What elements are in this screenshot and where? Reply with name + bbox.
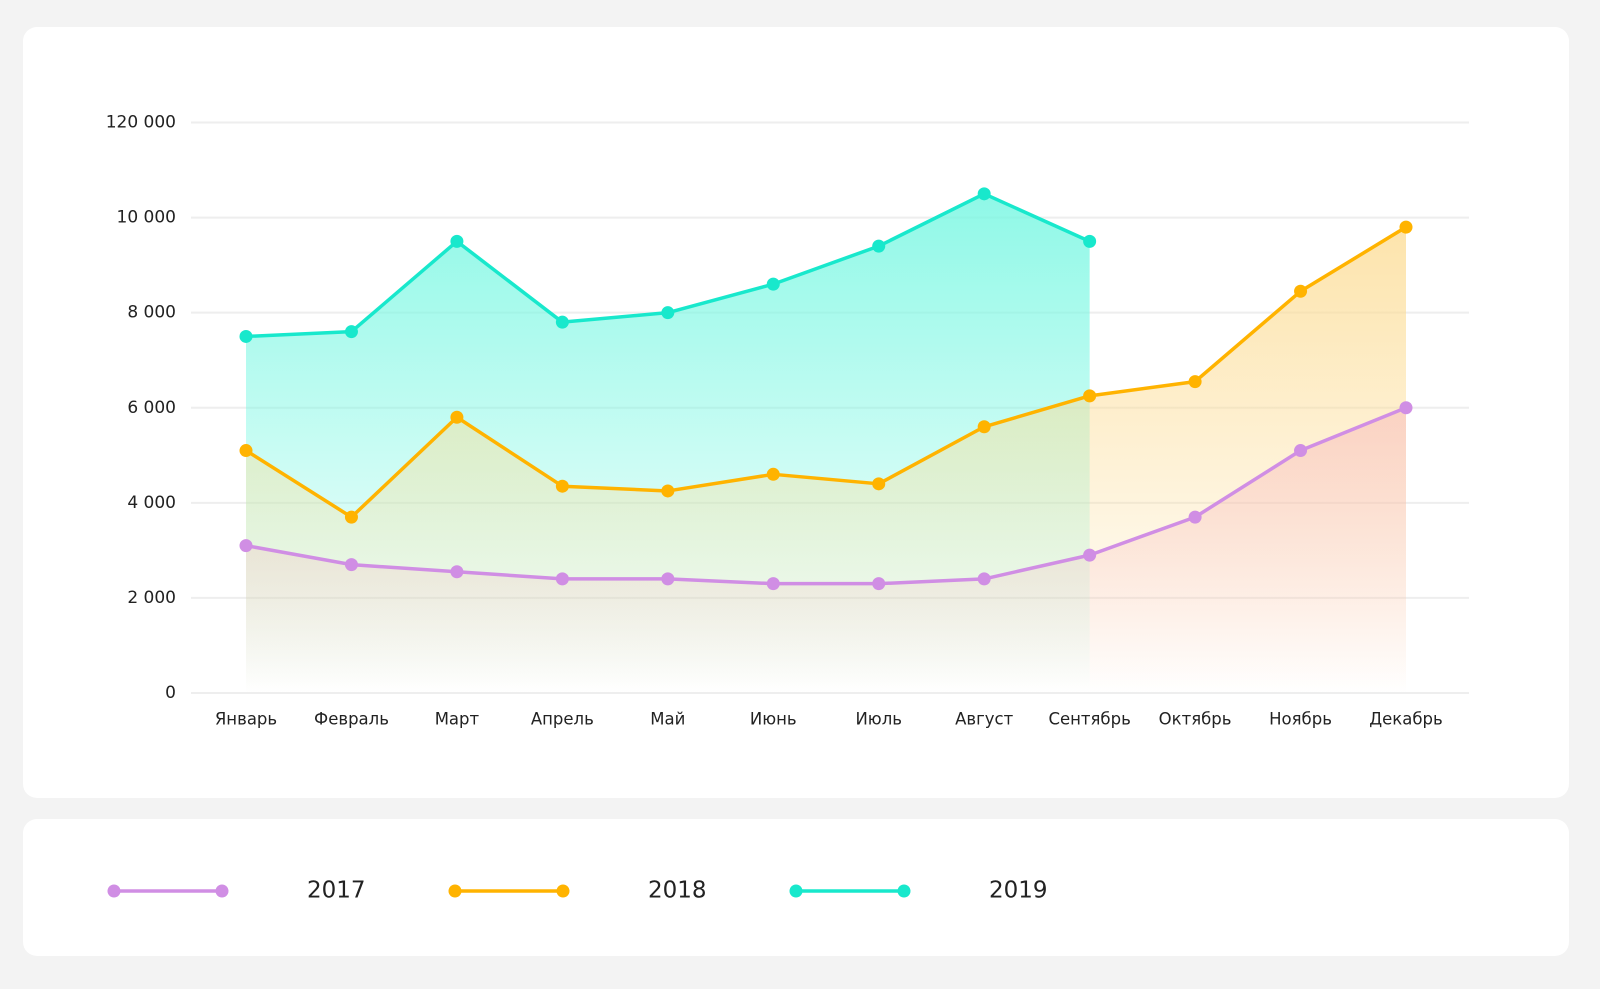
x-tick-label: Сентябрь <box>1048 710 1130 729</box>
point <box>1399 220 1413 234</box>
point <box>344 325 358 339</box>
point <box>872 239 886 253</box>
x-tick-label: Ноябрь <box>1269 710 1332 729</box>
legend-dot <box>215 884 229 898</box>
y-tick-label: 2 000 <box>127 588 176 608</box>
point <box>344 558 358 572</box>
point <box>450 234 464 248</box>
line <box>245 225 1407 519</box>
y-tick-label: 10 000 <box>117 208 176 228</box>
legend-dot <box>556 884 570 898</box>
x-tick-label: Май <box>650 710 685 729</box>
point <box>555 315 569 329</box>
x-tick-label: Июнь <box>750 710 797 729</box>
y-tick-label: 0 <box>165 683 176 703</box>
point <box>1294 444 1308 458</box>
point <box>977 572 991 586</box>
x-tick-label: Декабрь <box>1369 710 1443 729</box>
x-tick-label: Март <box>435 710 480 729</box>
legend-dot <box>897 884 911 898</box>
point <box>1188 375 1202 389</box>
legend-dot <box>107 884 121 898</box>
point <box>239 444 253 458</box>
y-tick-label: 4 000 <box>127 493 176 513</box>
x-tick-label: Август <box>955 710 1014 729</box>
x-tick-label: Февраль <box>314 710 389 729</box>
point <box>661 572 675 586</box>
point <box>977 187 991 201</box>
point <box>766 277 780 291</box>
point <box>450 410 464 424</box>
point <box>239 329 253 343</box>
point <box>977 420 991 434</box>
x-tick-label: Апрель <box>531 710 594 729</box>
point <box>1188 510 1202 524</box>
x-tick-label: Октябрь <box>1159 710 1232 729</box>
point <box>1294 284 1308 298</box>
point <box>766 467 780 481</box>
y-tick-label: 8 000 <box>127 303 176 323</box>
y-tick-label: 120 000 <box>106 113 176 133</box>
point <box>450 565 464 579</box>
point <box>1083 548 1097 562</box>
point <box>555 479 569 493</box>
point <box>239 539 253 553</box>
point <box>661 484 675 498</box>
point <box>1083 389 1097 403</box>
line <box>245 406 1407 586</box>
point <box>661 306 675 320</box>
x-tick-label: Январь <box>215 710 277 729</box>
legend-dot <box>789 884 803 898</box>
y-tick-label: 6 000 <box>127 398 176 418</box>
legend-label: 2018 <box>648 878 707 904</box>
point <box>344 510 358 524</box>
point <box>555 572 569 586</box>
point <box>1083 234 1097 248</box>
point <box>872 477 886 491</box>
point <box>766 577 780 591</box>
point <box>1399 401 1413 415</box>
area <box>246 407 1406 693</box>
x-tick-label: Июль <box>855 710 902 729</box>
point <box>872 577 886 591</box>
legend-label: 2017 <box>307 878 366 904</box>
legend-label: 2019 <box>989 878 1048 904</box>
legend-dot <box>448 884 462 898</box>
